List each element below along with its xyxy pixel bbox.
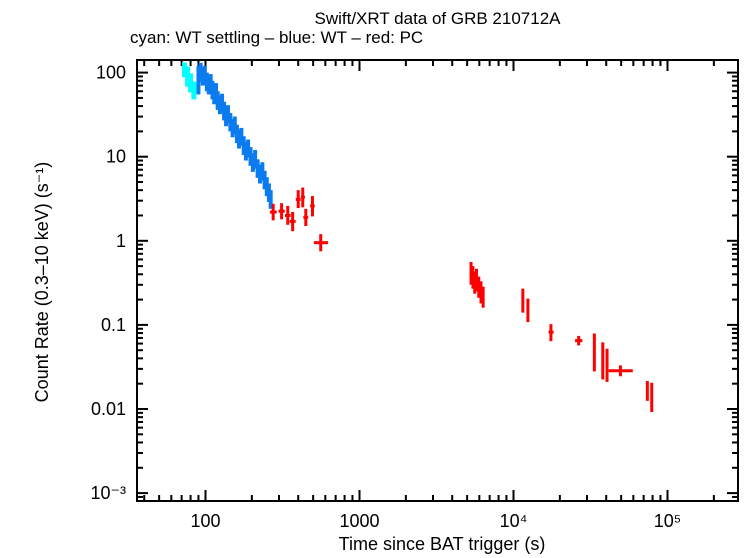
svg-text:100: 100 xyxy=(190,511,220,531)
x-tick-labels: 100 1000 10⁴ 10⁵ xyxy=(190,511,681,531)
svg-text:10⁻³: 10⁻³ xyxy=(90,483,126,503)
svg-text:1000: 1000 xyxy=(339,511,379,531)
svg-text:10: 10 xyxy=(106,147,126,167)
svg-text:10⁵: 10⁵ xyxy=(654,511,681,531)
y-tick-labels: 100 10 1 0.1 0.01 10⁻³ xyxy=(90,63,126,504)
y-ticks xyxy=(138,71,737,498)
chart-legend-subtitle: cyan: WT settling – blue: WT – red: PC xyxy=(130,28,424,47)
x-axis-label: Time since BAT trigger (s) xyxy=(338,534,546,554)
x-ticks xyxy=(143,61,715,500)
svg-text:100: 100 xyxy=(96,63,126,83)
series-wt-settling xyxy=(181,62,197,100)
svg-text:0.01: 0.01 xyxy=(91,399,126,419)
chart-title: Swift/XRT data of GRB 210712A xyxy=(314,9,561,28)
plot-frame xyxy=(136,59,739,502)
y-axis-label: Count Rate (0.3–10 keV) (s⁻¹) xyxy=(32,161,52,403)
svg-text:0.1: 0.1 xyxy=(101,315,126,335)
svg-text:1: 1 xyxy=(116,231,126,251)
svg-text:10⁴: 10⁴ xyxy=(500,511,528,531)
series-wt xyxy=(196,62,273,209)
series-pc xyxy=(269,187,654,413)
